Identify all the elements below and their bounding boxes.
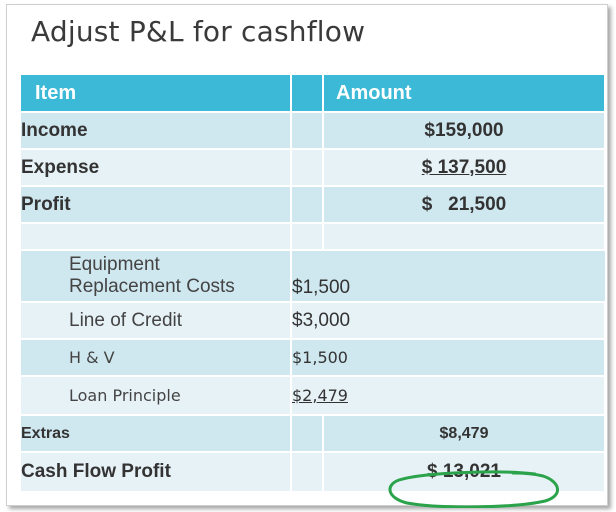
table-row: H & V $1,500 — [21, 339, 606, 377]
header-amount: Amount — [323, 75, 606, 113]
row-label-hv: H & V — [21, 339, 292, 377]
highlight-circle — [388, 470, 559, 508]
row-label-expense: Expense — [21, 149, 292, 187]
row-label-equipment: Equipment Replacement Costs — [21, 250, 292, 303]
row-label-income: Income — [21, 112, 292, 150]
table-row: Loan Principle $2,479 — [21, 376, 606, 416]
row-amount-loan-principle: $2,479 — [292, 386, 348, 405]
row-label-line-of-credit: Line of Credit — [21, 302, 292, 340]
table-row: Equipment Replacement Costs $1,500 — [21, 250, 605, 303]
row-amount-expense: $ 137,500 — [421, 156, 507, 178]
row-amount-equipment: $1,500 — [291, 250, 605, 303]
row-amount-hv: $1,500 — [291, 339, 606, 377]
row-label-cash-flow-profit: Cash Flow Profit — [21, 452, 292, 493]
row-label-extras: Extras — [21, 415, 292, 453]
table-row: Income $159,000 — [21, 112, 606, 150]
header-spacer — [291, 75, 324, 113]
row-amount-profit: $ 21,500 — [323, 186, 606, 224]
row-label-loan-principle: Loan Principle — [21, 376, 292, 416]
header-item: Item — [21, 75, 292, 113]
slide-title: Adjust P&L for cashflow — [31, 15, 366, 48]
table-row: Extras $8,479 — [21, 415, 606, 453]
row-label-profit: Profit — [21, 186, 292, 224]
table-header-row: Item Amount — [21, 75, 606, 113]
table-row-empty — [21, 223, 606, 251]
table-row: Expense $ 137,500 — [21, 149, 606, 187]
pl-table: Item Amount Income $159,000 Expense $ 13… — [21, 75, 606, 493]
table-row: Profit $ 21,500 — [21, 186, 606, 224]
row-amount-income: $159,000 — [323, 112, 606, 150]
row-amount-extras: $8,479 — [323, 415, 606, 453]
slide: Adjust P&L for cashflow Item Amount Inco… — [6, 4, 608, 508]
table-row: Line of Credit $3,000 — [21, 302, 606, 340]
row-amount-line-of-credit: $3,000 — [291, 302, 606, 340]
